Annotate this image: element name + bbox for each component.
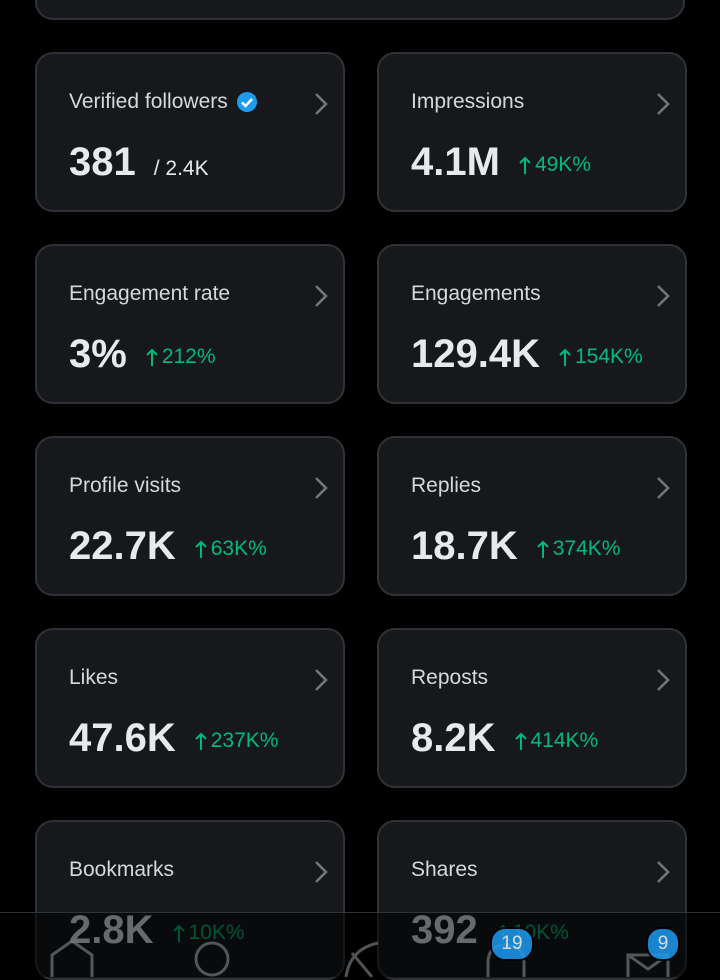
metric-row: 22.7K 63K% [69,524,267,569]
metric-value: 3% [69,332,127,376]
metric-change: 212% [145,345,216,369]
chevron [657,669,670,691]
metric-card[interactable]: Likes 47.6K 237K% [35,628,345,788]
metric-card[interactable]: Engagement rate 3% 212% [35,244,345,404]
chevron [657,861,670,883]
card[interactable] [35,0,685,20]
metric-value: 47.6K [69,716,176,760]
metric-row: 8.2K 414K% [411,716,598,761]
chevron [657,477,670,499]
up-arrow [146,348,158,366]
metric-change: 237K% [194,729,279,753]
chevron [315,669,328,691]
messages-badge: 9 [646,927,680,961]
home-icon[interactable] [50,939,94,977]
metric-change: 49K% [518,153,591,177]
metric-row: 4.1M 49K% [411,140,591,185]
up-arrow [537,540,549,558]
up-arrow [195,732,207,750]
metric-label: Engagements [411,282,541,305]
search-icon[interactable] [194,941,230,977]
metric-label-row: Reposts [411,666,488,690]
metric-change-value: 374K% [552,537,621,560]
metric-change: 63K% [194,537,267,561]
chevron [657,285,670,307]
metric-label: Reposts [411,666,489,689]
metric-label-row: Engagement rate [69,282,230,306]
metric-card[interactable]: Impressions 4.1M 49K% [377,52,687,212]
chevron [315,93,328,115]
metric-change: 374K% [536,537,621,561]
metric-card[interactable]: Verified followers 381 / 2.4K [35,52,345,212]
metric-value: 22.7K [69,524,176,568]
metric-row: 381 / 2.4K [69,140,209,185]
chevron [657,93,670,115]
metric-label-row: Likes [69,666,118,690]
up-arrow [559,348,571,366]
grok-icon[interactable] [344,941,379,977]
metric-value: 129.4K [411,332,540,376]
metric-label-row: Verified followers [69,90,258,114]
metric-label: Bookmarks [69,858,175,881]
metric-row: 129.4K 154K% [411,332,643,377]
metric-change: 414K% [514,729,599,753]
chevron [315,861,328,883]
chevron [315,477,328,499]
metric-change-value: 49K% [534,153,591,176]
metric-row: 3% 212% [69,332,216,377]
metric-change: 154K% [558,345,643,369]
metric-label-row: Replies [411,474,481,498]
metric-total: / 2.4K [153,157,209,180]
verified-badge [236,92,257,112]
metric-card[interactable]: Reposts 8.2K 414K% [377,628,687,788]
metric-value: 381 [69,140,136,184]
metric-label: Shares [411,858,478,881]
metric-value: 4.1M [411,140,500,184]
metric-card[interactable]: Engagements 129.4K 154K% [377,244,687,404]
metric-label: Impressions [411,90,525,113]
metric-value: 8.2K [411,716,496,760]
metric-label: Replies [411,474,482,497]
metric-label-row: Impressions [411,90,524,114]
metric-row: 47.6K 237K% [69,716,278,761]
metric-label-row: Profile visits [69,474,181,498]
metric-value: 18.7K [411,524,518,568]
metric-label-row: Bookmarks [69,858,174,882]
metric-change-value: 63K% [210,537,267,560]
metric-label: Verified followers [69,90,228,113]
chevron [315,285,328,307]
nav-icons [50,939,670,977]
metric-change-value: 212% [161,345,216,368]
metric-card[interactable]: Replies 18.7K 374K% [377,436,687,596]
metric-card[interactable]: Profile visits 22.7K 63K% [35,436,345,596]
metric-change-value: 414K% [530,729,599,752]
metric-row: 18.7K 374K% [411,524,620,569]
up-arrow [519,156,531,174]
metric-label: Engagement rate [69,282,231,305]
metric-label: Profile visits [69,474,182,497]
metric-label: Likes [69,666,119,689]
notifications-badge: 19 [490,927,534,961]
metric-change-value: 237K% [210,729,279,752]
metric-change-value: 154K% [574,345,643,368]
metric-label-row: Shares [411,858,478,882]
bottom-nav: 19 9 [0,912,720,977]
up-arrow [195,540,207,558]
metric-label-row: Engagements [411,282,541,306]
up-arrow [514,732,527,750]
